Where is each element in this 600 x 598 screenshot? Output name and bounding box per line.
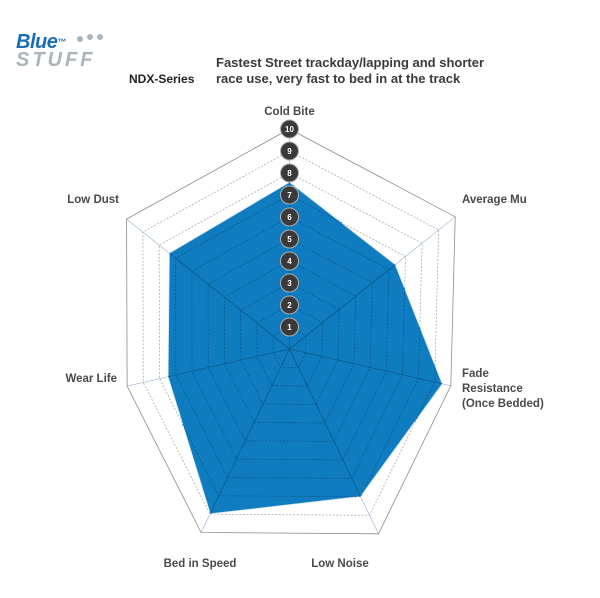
svg-text:Cold Bite: Cold Bite — [264, 106, 314, 118]
svg-text:7: 7 — [287, 191, 292, 200]
svg-text:Fade: Fade — [462, 368, 489, 380]
svg-text:6: 6 — [287, 213, 292, 222]
svg-text:Low Dust: Low Dust — [67, 194, 119, 206]
svg-text:1: 1 — [287, 323, 292, 332]
svg-text:8: 8 — [287, 169, 292, 178]
svg-text:2: 2 — [287, 301, 292, 310]
svg-text:(Once Bedded): (Once Bedded) — [462, 398, 544, 410]
svg-text:Resistance: Resistance — [462, 383, 523, 395]
svg-text:9: 9 — [287, 147, 292, 156]
svg-text:10: 10 — [285, 125, 294, 134]
svg-text:5: 5 — [287, 235, 292, 244]
svg-text:4: 4 — [287, 257, 292, 266]
svg-text:Average Mu: Average Mu — [462, 194, 527, 206]
svg-text:Bed in Speed: Bed in Speed — [164, 558, 237, 570]
svg-text:Wear Life: Wear Life — [65, 373, 117, 385]
svg-text:Low Noise: Low Noise — [311, 558, 369, 570]
svg-text:3: 3 — [287, 279, 292, 288]
